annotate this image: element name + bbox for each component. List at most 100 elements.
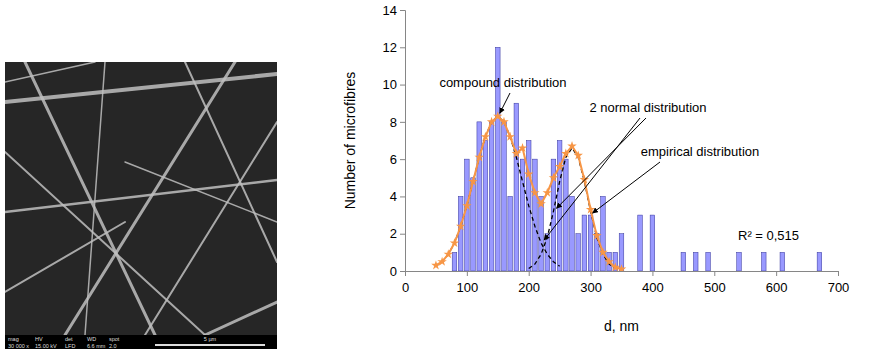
info-value: 2.0 xyxy=(109,343,117,349)
marker xyxy=(493,111,503,120)
x-axis-title: d, nm xyxy=(604,318,639,334)
arrow xyxy=(556,118,646,208)
y-tick-label: 14 xyxy=(383,3,397,18)
x-tick-label: 400 xyxy=(642,280,664,295)
y-tick: 0 xyxy=(390,264,405,279)
x-tick-mark xyxy=(838,271,839,276)
bar xyxy=(774,271,779,272)
bar xyxy=(663,271,668,272)
bar xyxy=(539,196,544,271)
bar xyxy=(724,271,729,272)
x-tick-label: 100 xyxy=(457,280,479,295)
marker xyxy=(592,231,602,240)
bar xyxy=(508,196,513,271)
marker xyxy=(573,150,583,159)
marker xyxy=(617,264,627,271)
bar xyxy=(477,122,482,271)
bar xyxy=(761,252,766,271)
x-tick-label: 700 xyxy=(828,280,850,295)
marker xyxy=(499,117,509,126)
y-tick: 8 xyxy=(390,115,405,130)
annotation: compound distribution xyxy=(439,75,566,90)
x-tick: 300 xyxy=(580,271,602,295)
y-tick-label: 10 xyxy=(383,77,397,92)
marker xyxy=(512,149,522,158)
y-tick-label: 2 xyxy=(390,226,397,241)
bar xyxy=(582,215,587,271)
y-axis-title: Number of microfibres xyxy=(342,72,358,210)
marker xyxy=(518,143,528,152)
marker xyxy=(580,175,590,184)
info-value: 15.00 kV xyxy=(35,343,57,349)
x-tick-mark xyxy=(776,271,777,276)
x-tick: 0 xyxy=(402,271,409,295)
bar xyxy=(718,271,723,272)
annotation: 2 normal distribution xyxy=(589,100,706,115)
bar xyxy=(520,159,525,271)
fibre xyxy=(5,180,277,212)
x-tick-label: 500 xyxy=(704,280,726,295)
fibre xyxy=(5,222,125,292)
x-tick-mark xyxy=(652,271,653,276)
bar xyxy=(650,215,655,271)
bar xyxy=(644,271,649,272)
info-value: LFD xyxy=(65,343,75,349)
y-tick-mark xyxy=(400,122,405,123)
y-tick-mark xyxy=(400,10,405,11)
bar xyxy=(489,122,494,271)
x-tick-label: 300 xyxy=(580,280,602,295)
y-tick: 2 xyxy=(390,226,405,241)
fibre xyxy=(85,62,105,335)
line xyxy=(436,116,622,269)
x-tick: 600 xyxy=(766,271,788,295)
x-tick: 400 xyxy=(642,271,664,295)
marker xyxy=(474,152,484,161)
bar xyxy=(502,122,507,271)
bar xyxy=(687,271,692,272)
y-tick-mark xyxy=(400,196,405,197)
annotation: R² = 0,515 xyxy=(738,228,799,243)
y-tick: 14 xyxy=(383,3,405,18)
marker xyxy=(487,117,497,126)
marker xyxy=(462,201,472,210)
y-tick-label: 8 xyxy=(390,115,397,130)
bar xyxy=(465,159,470,271)
bar xyxy=(669,271,674,272)
x-tick: 100 xyxy=(457,271,479,295)
bar xyxy=(811,271,816,272)
marker xyxy=(598,247,608,256)
micrograph: magHVdetWDspot30 000 x15.00 kVLFD6.6 mm2… xyxy=(5,62,277,349)
bar xyxy=(817,252,822,271)
bar xyxy=(700,271,705,272)
marker xyxy=(530,188,540,197)
bar xyxy=(638,215,643,271)
x-tick-mark xyxy=(467,271,468,276)
y-tick: 10 xyxy=(383,77,405,92)
bar xyxy=(570,196,575,271)
y-tick-label: 12 xyxy=(383,40,397,55)
info-value: 30 000 x xyxy=(8,343,29,349)
info-header: det xyxy=(65,336,73,342)
y-tick: 6 xyxy=(390,152,405,167)
x-axis-line xyxy=(406,272,839,277)
bar xyxy=(625,271,630,272)
bar xyxy=(731,271,736,272)
x-tick-mark xyxy=(714,271,715,276)
fibre xyxy=(5,74,277,102)
marker xyxy=(456,221,466,230)
x-tick-mark xyxy=(591,271,592,276)
marker xyxy=(444,249,454,258)
fibre xyxy=(145,122,277,335)
info-header: HV xyxy=(35,336,43,342)
marker xyxy=(611,262,621,271)
bar xyxy=(737,252,742,271)
fibre xyxy=(185,62,277,262)
arrow xyxy=(593,162,660,213)
y-tick-mark xyxy=(400,234,405,235)
x-tick-label: 200 xyxy=(518,280,540,295)
info-header: spot xyxy=(109,336,120,342)
bar xyxy=(458,196,463,271)
annotation: empirical distribution xyxy=(641,144,760,159)
fibre xyxy=(5,62,95,82)
bar xyxy=(786,271,791,272)
